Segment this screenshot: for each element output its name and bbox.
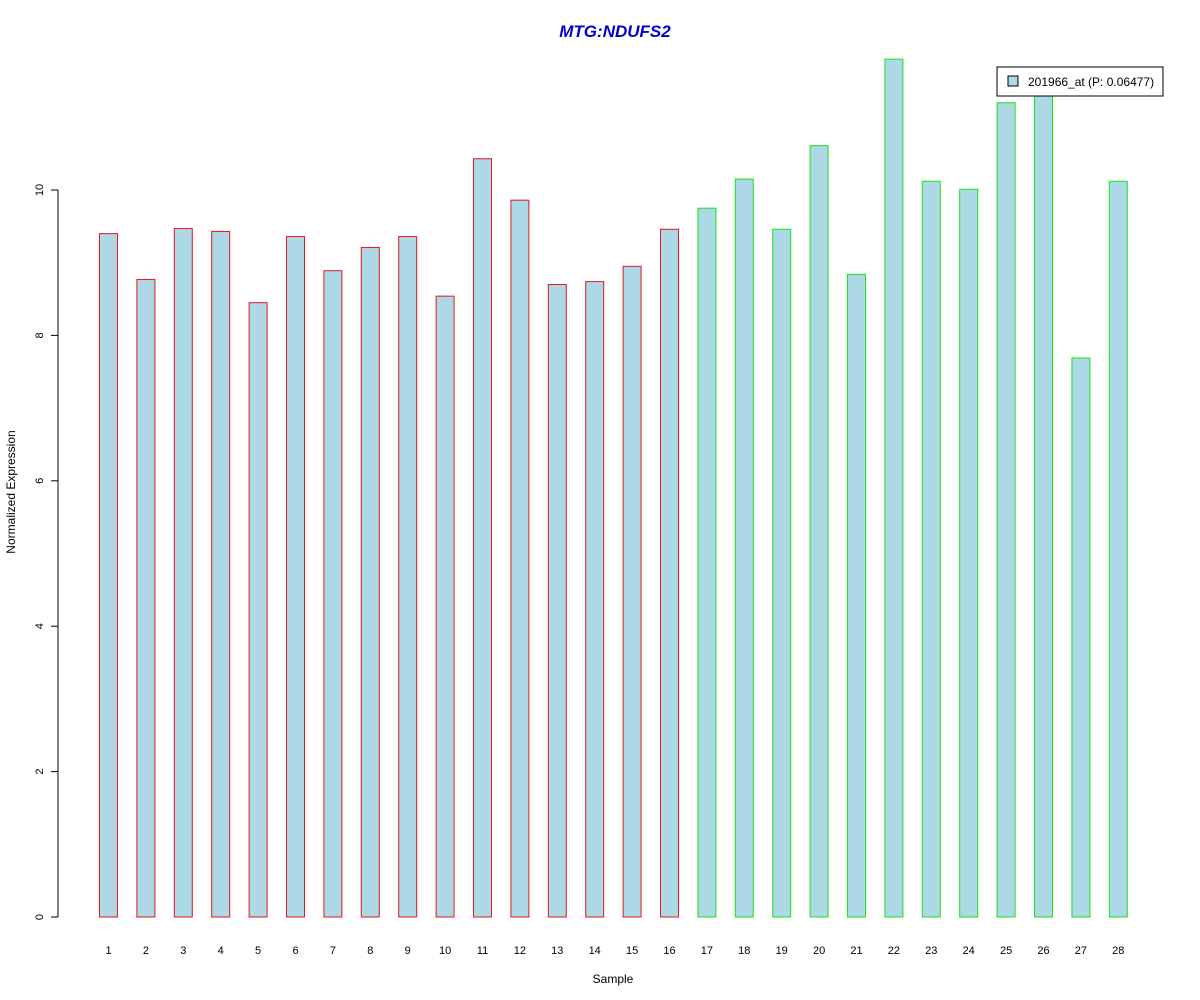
bar-sample-4: [211, 230, 231, 918]
bar-sample-11: [473, 158, 492, 918]
x-tick-label: 9: [405, 945, 411, 957]
chart-title: MTG:NDUFS2: [559, 22, 671, 41]
bar-sample-13: [547, 284, 567, 918]
bar-sample-20: [809, 145, 829, 918]
bar-sample-3: [173, 228, 193, 918]
bar-sample-23: [921, 180, 941, 918]
bar-sample-28: [1108, 180, 1128, 918]
legend-label: 201966_at (P: 0.06477): [1028, 75, 1154, 89]
bar-sample-21: [847, 273, 866, 918]
x-tick-label: 15: [626, 945, 638, 957]
y-tick-label: 10: [34, 184, 46, 196]
bars-group: [99, 58, 1128, 918]
bar-sample-12: [510, 199, 530, 918]
bar-sample-14: [585, 281, 605, 918]
bar-sample-25: [996, 102, 1016, 918]
x-axis-label: Sample: [593, 972, 634, 986]
x-tick-label: 12: [514, 945, 526, 957]
x-tick-label: 1: [105, 945, 111, 957]
bar-sample-17: [697, 207, 717, 918]
x-tick-labels: 1 2 3 4 5 6 7 8 9 10 11 12 13 14 15 16 17 18 19 20 21 22 23 24 2…: [105, 945, 1124, 957]
x-tick-label: 8: [367, 945, 373, 957]
bar-sample-19: [772, 228, 792, 918]
bar-sample-24: [959, 188, 979, 918]
x-tick-label: 26: [1037, 945, 1049, 957]
x-tick-label: 19: [776, 945, 788, 957]
bar-sample-26: [1034, 93, 1053, 918]
y-tick-label: 8: [34, 332, 46, 338]
legend-swatch: [1007, 75, 1019, 87]
bar-sample-18: [734, 178, 754, 918]
bar-sample-9: [398, 236, 418, 918]
legend: 201966_at (P: 0.06477): [996, 66, 1164, 97]
bar-sample-8: [360, 246, 380, 918]
bar-sample-1: [99, 233, 118, 918]
y-tick-label: 2: [34, 769, 46, 775]
y-axis-label: Normalized Expression: [4, 430, 18, 553]
bar-sample-7: [323, 270, 343, 918]
x-tick-label: 11: [477, 945, 488, 957]
x-tick-label: 25: [1000, 945, 1012, 957]
bar-sample-2: [136, 278, 156, 918]
x-tick-label: 6: [292, 945, 298, 957]
y-tick-label: 0: [34, 914, 46, 920]
x-tick-label: 21: [850, 945, 862, 957]
x-tick-label: 7: [330, 945, 336, 957]
x-tick-label: 16: [663, 945, 675, 957]
x-tick-label: 27: [1075, 945, 1087, 957]
x-tick-label: 18: [738, 945, 750, 957]
bar-sample-16: [660, 228, 679, 918]
x-tick-label: 22: [888, 945, 900, 957]
bar-sample-15: [622, 265, 642, 918]
x-tick-label: 4: [218, 945, 224, 957]
x-tick-label: 13: [551, 945, 563, 957]
x-tick-label: 17: [701, 945, 713, 957]
bar-sample-22: [884, 58, 904, 918]
x-tick-label: 10: [439, 945, 451, 957]
y-tick-label: 6: [34, 478, 46, 484]
x-tick-label: 28: [1112, 945, 1124, 957]
x-tick-label: 23: [925, 945, 937, 957]
legend-box: [996, 66, 1164, 97]
x-tick-label: 3: [180, 945, 186, 957]
bar-sample-10: [435, 295, 455, 918]
x-tick-label: 2: [143, 945, 149, 957]
y-tick-label: 4: [34, 623, 46, 629]
x-tick-label: 14: [589, 945, 601, 957]
bar-sample-6: [286, 236, 305, 918]
bar-sample-27: [1071, 357, 1091, 918]
x-tick-label: 20: [813, 945, 825, 957]
bar-sample-5: [248, 302, 268, 918]
x-tick-label: 24: [963, 945, 975, 957]
y-axis: 0 2 4 6 8 10: [34, 184, 59, 920]
x-tick-label: 5: [255, 945, 261, 957]
